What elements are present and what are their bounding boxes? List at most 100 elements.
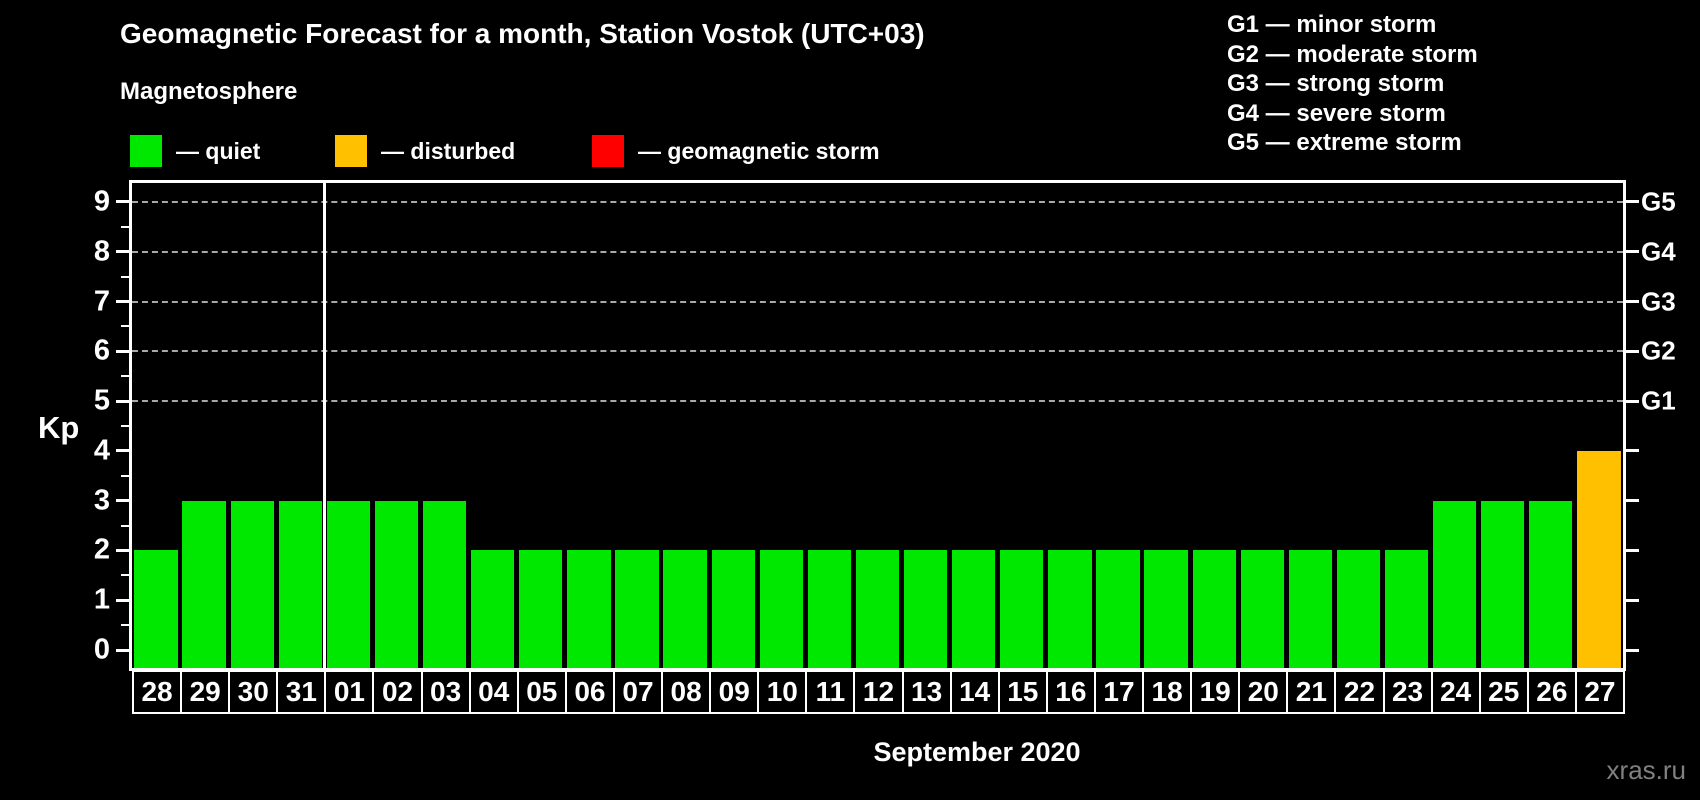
x-axis-day-cell: 22 — [1334, 670, 1385, 714]
y-axis-tick-right — [1626, 499, 1639, 503]
y-axis-tick-label: 1 — [93, 583, 110, 616]
x-axis-day-cell: 05 — [516, 670, 567, 714]
storm-level-gridline — [132, 400, 1623, 403]
x-axis-day-cell: 26 — [1526, 670, 1577, 714]
y-axis-tick-label: 3 — [93, 484, 110, 517]
y-axis-tick-left — [116, 598, 129, 602]
g-axis-label: G5 — [1641, 186, 1676, 217]
x-axis-day-cell: 09 — [709, 670, 760, 714]
y-axis-tick-label: 9 — [93, 185, 110, 218]
y-axis-minor-tick — [121, 225, 129, 228]
x-axis-day-cell: 21 — [1286, 670, 1337, 714]
kp-bar — [1144, 550, 1188, 668]
x-axis-day-cell: 15 — [997, 670, 1048, 714]
g-axis-label: G1 — [1641, 385, 1676, 416]
y-axis-tick-right — [1626, 598, 1639, 602]
y-axis-minor-tick — [121, 275, 129, 278]
kp-bar — [807, 550, 852, 668]
g-legend-line: G5 — extreme storm — [1227, 129, 1462, 156]
x-axis-day-cell: 17 — [1093, 670, 1145, 714]
y-axis-tick-right — [1626, 250, 1639, 254]
kp-bar — [1192, 550, 1236, 668]
x-axis-day-cell: 11 — [805, 670, 856, 714]
x-axis-day-cell: 03 — [420, 670, 471, 714]
legend-label: — quiet — [176, 137, 261, 164]
month-boundary-line — [322, 183, 326, 668]
legend-item-disturbed: — disturbed — [335, 133, 515, 169]
kp-bar — [230, 500, 274, 668]
y-axis-minor-tick — [121, 574, 129, 577]
y-axis-tick-left — [116, 200, 129, 204]
legend-label: — disturbed — [381, 137, 516, 164]
kp-bar — [1529, 500, 1573, 668]
kp-bar — [471, 550, 515, 668]
y-axis-title: Kp — [38, 410, 80, 445]
y-axis-minor-tick — [121, 424, 129, 427]
y-axis-tick-label: 4 — [93, 434, 110, 467]
kp-bar — [422, 500, 467, 668]
y-axis-tick-right — [1626, 349, 1639, 353]
x-axis-day-cell: 01 — [324, 670, 375, 714]
x-axis-day-cell: 16 — [1045, 670, 1096, 714]
x-axis-day-cell: 31 — [276, 670, 327, 714]
x-axis-day-cell: 08 — [661, 670, 712, 714]
g-legend-line: G1 — minor storm — [1227, 11, 1437, 38]
kp-bar — [855, 550, 900, 668]
x-axis-day-cell: 29 — [180, 670, 231, 714]
x-axis-day-cell: 07 — [612, 670, 664, 714]
y-axis-tick-left — [116, 399, 129, 403]
y-axis-tick-label: 6 — [93, 334, 110, 367]
kp-bar — [182, 500, 226, 668]
y-axis-minor-tick — [121, 624, 129, 627]
g-scale-legend: G1 — minor storm G2 — moderate storm G3 — … — [1227, 10, 1478, 158]
g-legend-line: G2 — moderate storm — [1227, 40, 1478, 68]
y-axis-tick-right — [1626, 648, 1639, 652]
y-axis-tick-left — [116, 349, 129, 353]
y-axis-tick-label: 0 — [93, 633, 110, 666]
y-axis-tick-left — [116, 648, 129, 652]
kp-bar — [952, 550, 996, 668]
x-axis-day-cell: 19 — [1190, 670, 1241, 714]
y-axis-minor-tick — [121, 474, 129, 477]
y-axis-tick-label: 7 — [93, 285, 110, 318]
kp-bar — [1577, 450, 1621, 668]
legend-item-storm: — geomagnetic storm — [592, 133, 880, 169]
kp-bar — [1096, 550, 1140, 668]
kp-bar — [1288, 550, 1332, 668]
disturbed-color-swatch — [335, 135, 367, 167]
y-axis-tick-label: 8 — [93, 235, 110, 268]
plot-frame — [129, 180, 1626, 671]
kp-bar — [1433, 500, 1477, 668]
g-legend-line: G4 — severe storm — [1227, 99, 1446, 127]
quiet-color-swatch — [130, 135, 162, 167]
x-axis-day-cell: 04 — [468, 670, 519, 714]
kp-bar — [1384, 550, 1429, 668]
kp-bar — [1240, 550, 1284, 668]
y-axis-tick-label: 2 — [93, 533, 110, 566]
y-axis-tick-left — [116, 499, 129, 503]
x-axis-day-cell: 27 — [1574, 670, 1625, 714]
kp-bar — [1336, 550, 1381, 668]
storm-level-gridline — [132, 350, 1623, 353]
x-axis-day-cell: 23 — [1382, 670, 1433, 714]
kp-bar — [278, 500, 322, 668]
storm-level-gridline — [132, 300, 1623, 303]
legend-label: — geomagnetic storm — [638, 137, 880, 164]
kp-bar — [1000, 550, 1044, 668]
y-axis-tick-left — [116, 449, 129, 453]
x-axis-day-cell: 13 — [901, 670, 952, 714]
storm-color-swatch — [592, 135, 624, 167]
y-axis-tick-left — [116, 300, 129, 304]
x-axis-day-cell: 25 — [1478, 670, 1529, 714]
kp-bar — [326, 500, 371, 668]
x-axis-day-cell: 24 — [1430, 670, 1481, 714]
x-axis-day-cell: 20 — [1238, 670, 1289, 714]
x-axis-day-cell: 28 — [132, 670, 183, 714]
magnetosphere-label: Magnetosphere — [120, 78, 298, 105]
kp-bar — [759, 550, 803, 668]
y-axis-tick-right — [1626, 300, 1639, 304]
month-label: September 2020 — [873, 737, 1081, 767]
x-axis-day-cell: 12 — [853, 670, 904, 714]
storm-level-gridline — [132, 200, 1623, 203]
